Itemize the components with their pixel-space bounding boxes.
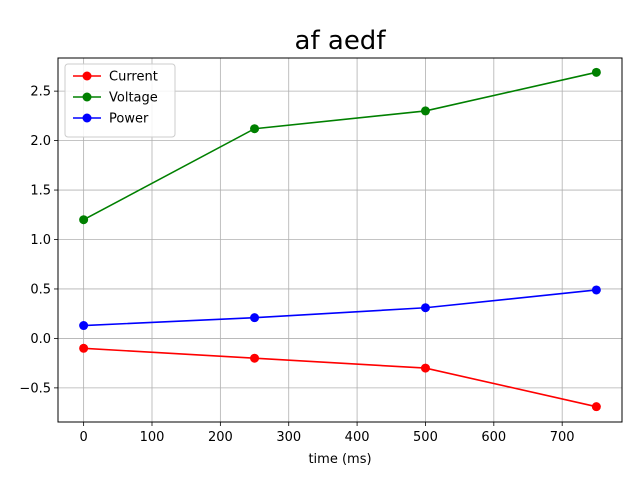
- y-tick-label: 1.0: [30, 233, 51, 248]
- y-tick-label: 0.5: [30, 282, 51, 297]
- x-tick-label: 0: [79, 430, 87, 445]
- series-line-voltage: [83, 71, 597, 221]
- data-point-voltage: [591, 67, 601, 77]
- data-point-power: [420, 303, 430, 313]
- chart-title: af aedf: [295, 26, 387, 56]
- legend-label-current: Current: [109, 70, 158, 85]
- y-tick-label: 1.5: [30, 184, 51, 199]
- data-point-power: [250, 313, 260, 323]
- series-line-power: [83, 289, 597, 327]
- x-tick-label: 200: [208, 430, 233, 445]
- legend-label-power: Power: [109, 112, 149, 127]
- data-point-current: [420, 363, 430, 373]
- x-tick-label: 400: [345, 430, 370, 445]
- y-tick-label: −0.5: [19, 381, 51, 396]
- data-point-voltage: [79, 215, 89, 225]
- legend-label-voltage: Voltage: [109, 91, 158, 106]
- x-tick-label: 600: [481, 430, 506, 445]
- data-point-current: [250, 353, 260, 363]
- series-line-current: [83, 347, 597, 408]
- x-tick-label: 300: [276, 430, 301, 445]
- y-tick-label: 2.0: [30, 134, 51, 149]
- legend-marker-voltage: [82, 92, 92, 102]
- x-tick-label: 100: [140, 430, 165, 445]
- data-point-current: [591, 402, 601, 412]
- plot-frame: [57, 57, 623, 423]
- x-axis-label: time (ms): [308, 452, 371, 467]
- axis-ticks: 0 100 200 300 400 500 600 700 −0.5 0.0 0.5 1.0 1.5 2.…: [19, 85, 574, 445]
- legend-marker-power: [82, 113, 92, 123]
- y-tick-label: 2.5: [30, 85, 51, 100]
- x-tick-label: 700: [550, 430, 575, 445]
- data-point-power: [79, 321, 89, 331]
- legend-marker-current: [82, 71, 92, 81]
- x-tick-label: 500: [413, 430, 438, 445]
- data-point-voltage: [420, 106, 430, 116]
- data-point-power: [591, 285, 601, 295]
- data-point-current: [79, 343, 89, 353]
- grid: [58, 58, 622, 422]
- legend: Current Voltage Power: [64, 63, 176, 138]
- data-point-voltage: [250, 124, 260, 134]
- series-layer: [79, 67, 601, 412]
- y-tick-label: 0.0: [30, 332, 51, 347]
